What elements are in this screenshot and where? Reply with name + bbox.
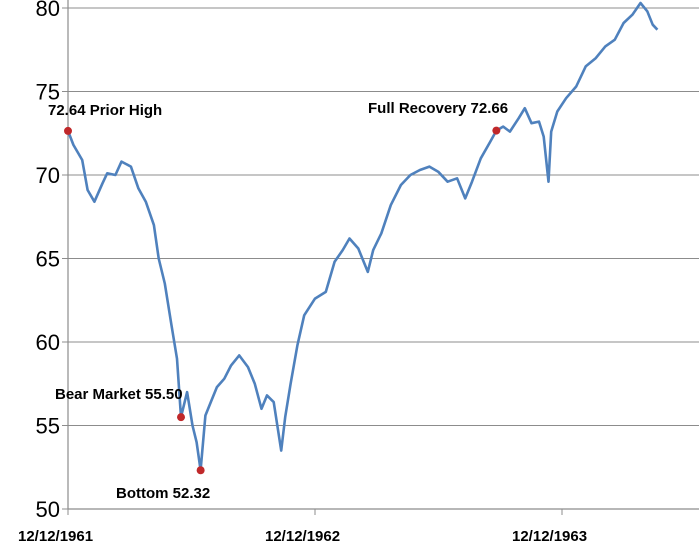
x-tick-labels: 12/12/1961 12/12/1962 12/12/1963 <box>18 528 587 545</box>
axes <box>62 0 699 515</box>
x-tick-label-1: 12/12/1962 <box>265 528 340 545</box>
annotation-markers <box>64 126 501 475</box>
x-tick-label-2: 12/12/1963 <box>512 528 587 545</box>
y-tick-label-60: 60 <box>36 330 60 355</box>
annotation-bear-market: Bear Market 55.50 <box>55 386 183 403</box>
annotation-full-recovery: Full Recovery 72.66 <box>368 100 508 117</box>
annotation-labels: 72.64 Prior High Bear Market 55.50 Botto… <box>48 100 508 502</box>
series-lines <box>66 1 659 472</box>
y-tick-label-65: 65 <box>36 247 60 272</box>
marker-72-64 <box>64 126 72 135</box>
gridlines <box>68 7 699 426</box>
annotation-prior-high: 72.64 Prior High <box>48 102 162 119</box>
y-tick-label-55: 55 <box>36 414 60 439</box>
marker-bear-market <box>177 413 186 422</box>
annotation-bottom: Bottom 52.32 <box>116 485 210 502</box>
y-tick-labels: 50 55 60 65 70 75 80 <box>36 0 60 522</box>
y-tick-label-50: 50 <box>36 497 60 522</box>
series-line-0 <box>66 1 659 472</box>
y-tick-label-70: 70 <box>36 163 60 188</box>
marker-full-recovery <box>492 126 501 135</box>
y-tick-label-75: 75 <box>36 80 60 105</box>
marker-bottom <box>196 466 205 475</box>
y-tick-label-80: 80 <box>36 0 60 21</box>
x-tick-label-0: 12/12/1961 <box>18 528 93 545</box>
